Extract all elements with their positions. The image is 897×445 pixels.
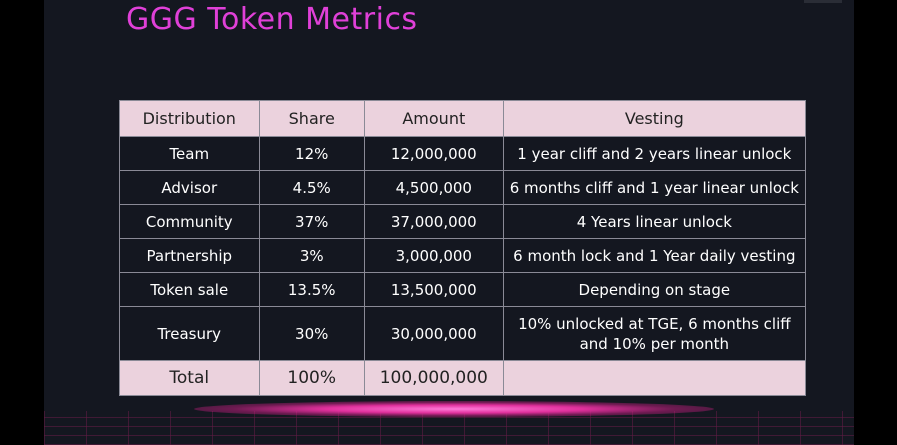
cell-vesting: 10% unlocked at TGE, 6 months cliff and … bbox=[502, 306, 807, 361]
cell-share: 37% bbox=[258, 204, 365, 239]
total-amount: 100,000,000 bbox=[363, 360, 504, 396]
cell-distribution: Token sale bbox=[119, 272, 260, 307]
corner-decoration bbox=[804, 0, 842, 3]
cell-amount: 13,500,000 bbox=[363, 272, 504, 307]
cell-share: 30% bbox=[258, 306, 365, 361]
cell-amount: 3,000,000 bbox=[363, 238, 504, 273]
cell-distribution: Community bbox=[119, 204, 260, 239]
cell-vesting: 1 year cliff and 2 years linear unlock bbox=[502, 136, 807, 171]
cell-amount: 30,000,000 bbox=[363, 306, 504, 361]
table-row: Community 37% 37,000,000 4 Years linear … bbox=[119, 204, 807, 239]
cell-share: 3% bbox=[258, 238, 365, 273]
header-vesting: Vesting bbox=[502, 100, 807, 137]
cell-share: 4.5% bbox=[258, 170, 365, 205]
table-header-row: Distribution Share Amount Vesting bbox=[119, 100, 807, 137]
cell-amount: 4,500,000 bbox=[363, 170, 504, 205]
cell-amount: 37,000,000 bbox=[363, 204, 504, 239]
cell-vesting: 6 month lock and 1 Year daily vesting bbox=[502, 238, 807, 273]
cell-share: 13.5% bbox=[258, 272, 365, 307]
table-row: Partnership 3% 3,000,000 6 month lock an… bbox=[119, 238, 807, 273]
cell-vesting: 4 Years linear unlock bbox=[502, 204, 807, 239]
cell-distribution: Partnership bbox=[119, 238, 260, 273]
table-row: Token sale 13.5% 13,500,000 Depending on… bbox=[119, 272, 807, 307]
neon-glow bbox=[194, 401, 714, 417]
cell-distribution: Advisor bbox=[119, 170, 260, 205]
cell-vesting: 6 months cliff and 1 year linear unlock bbox=[502, 170, 807, 205]
table-total-row: Total 100% 100,000,000 bbox=[119, 360, 807, 396]
cell-vesting: Depending on stage bbox=[502, 272, 807, 307]
cell-share: 12% bbox=[258, 136, 365, 171]
page-title: GGG Token Metrics bbox=[126, 2, 418, 37]
header-amount: Amount bbox=[363, 100, 504, 137]
header-share: Share bbox=[258, 100, 365, 137]
total-label: Total bbox=[119, 360, 260, 396]
cell-distribution: Treasury bbox=[119, 306, 260, 361]
total-vesting bbox=[502, 360, 807, 396]
slide: GGG Token Metrics Distribution Share Amo… bbox=[44, 0, 854, 445]
cell-distribution: Team bbox=[119, 136, 260, 171]
table-row: Team 12% 12,000,000 1 year cliff and 2 y… bbox=[119, 136, 807, 171]
total-share: 100% bbox=[258, 360, 365, 396]
header-distribution: Distribution bbox=[119, 100, 260, 137]
cell-amount: 12,000,000 bbox=[363, 136, 504, 171]
token-metrics-table: Distribution Share Amount Vesting Team 1… bbox=[119, 100, 807, 396]
table-row: Advisor 4.5% 4,500,000 6 months cliff an… bbox=[119, 170, 807, 205]
neon-floor-decoration bbox=[44, 397, 854, 445]
table-row: Treasury 30% 30,000,000 10% unlocked at … bbox=[119, 306, 807, 361]
